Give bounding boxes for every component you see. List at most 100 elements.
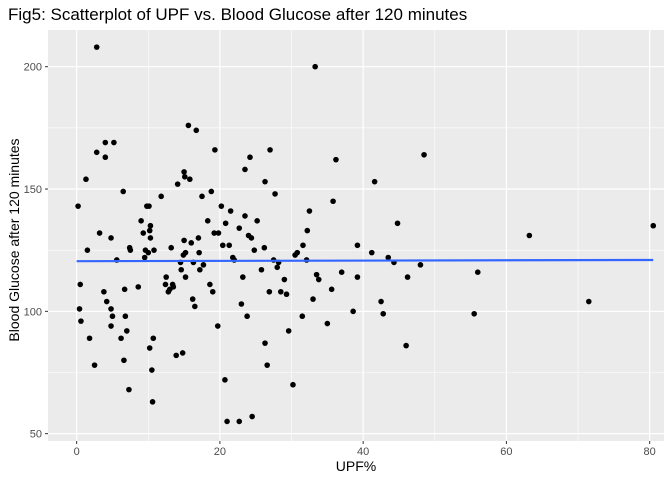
data-point: [526, 232, 533, 239]
data-point: [211, 230, 217, 236]
data-point: [585, 298, 592, 305]
data-point: [328, 286, 335, 293]
data-point: [249, 413, 255, 420]
data-point: [83, 176, 89, 183]
data-point: [281, 276, 288, 283]
data-point: [158, 193, 164, 200]
data-point: [84, 247, 91, 253]
data-point: [262, 178, 268, 185]
data-point: [121, 286, 128, 293]
data-point: [121, 357, 127, 364]
data-point: [300, 242, 306, 249]
data-point: [108, 323, 114, 329]
data-point: [96, 230, 103, 236]
data-point: [146, 203, 152, 209]
data-point: [258, 266, 265, 273]
data-point: [150, 335, 157, 342]
data-point: [204, 218, 211, 224]
data-point: [78, 318, 84, 324]
data-point: [354, 242, 361, 249]
data-point: [192, 303, 198, 310]
data-point: [226, 242, 233, 249]
data-point: [108, 306, 114, 312]
data-point: [196, 249, 202, 256]
data-point: [181, 169, 187, 175]
data-point: [93, 44, 100, 50]
data-point: [207, 281, 213, 288]
data-point: [310, 296, 316, 302]
data-point: [76, 306, 83, 312]
data-point: [189, 296, 196, 302]
data-point: [147, 235, 154, 241]
data-point: [251, 247, 258, 253]
data-point: [277, 288, 284, 295]
data-point: [178, 266, 185, 273]
data-point: [224, 418, 230, 425]
data-point: [247, 154, 253, 161]
data-point: [254, 218, 260, 224]
data-point: [195, 235, 202, 241]
data-point: [330, 198, 336, 205]
data-point: [650, 222, 657, 229]
data-point: [261, 244, 268, 251]
data-point: [242, 213, 248, 219]
data-point: [285, 328, 292, 334]
data-point: [146, 227, 153, 234]
data-point: [123, 328, 130, 334]
x-tick-label: 20: [214, 446, 226, 458]
data-point: [118, 335, 124, 342]
data-point: [267, 147, 273, 153]
data-point: [368, 249, 375, 256]
data-point: [272, 191, 278, 197]
data-point: [127, 247, 134, 253]
data-point: [135, 284, 142, 290]
data-point: [168, 244, 174, 251]
data-point: [474, 269, 481, 275]
data-point: [350, 308, 356, 315]
data-point: [181, 237, 187, 244]
data-point: [209, 288, 216, 295]
data-point: [208, 188, 215, 195]
data-point: [162, 281, 169, 288]
data-point: [394, 220, 401, 227]
data-point: [77, 281, 84, 288]
data-point: [333, 156, 339, 163]
y-axis-label: Blood Glucose after 120 minutes: [6, 138, 22, 341]
y-axis: 50 100 150 200: [24, 62, 48, 441]
data-point: [170, 284, 177, 290]
data-point: [354, 274, 361, 280]
data-point: [146, 345, 153, 351]
data-point: [145, 249, 152, 256]
data-point: [283, 291, 290, 298]
data-point: [371, 178, 378, 185]
grid-lines: [48, 30, 664, 441]
data-point: [236, 225, 243, 231]
data-point: [306, 208, 313, 214]
data-point: [274, 264, 281, 271]
data-point: [212, 147, 218, 153]
data-point: [174, 181, 181, 187]
y-tick-label: 200: [24, 62, 42, 74]
data-point: [149, 399, 156, 405]
data-point: [222, 377, 228, 383]
data-point: [138, 218, 144, 224]
data-point: [120, 188, 127, 195]
data-point: [403, 342, 409, 349]
data-point: [199, 193, 205, 200]
data-point: [102, 139, 109, 146]
data-point: [75, 203, 81, 209]
data-point: [262, 340, 268, 346]
data-point: [182, 173, 188, 180]
data-point: [264, 362, 270, 368]
data-point: [200, 262, 207, 268]
data-point: [238, 301, 245, 307]
data-point: [109, 313, 116, 320]
data-point: [236, 418, 243, 425]
data-point: [149, 367, 155, 373]
data-points: [75, 44, 657, 425]
x-axis-label: UPF%: [336, 458, 376, 474]
data-point: [103, 298, 110, 305]
data-point: [102, 154, 109, 161]
x-tick-label: 40: [357, 446, 369, 458]
